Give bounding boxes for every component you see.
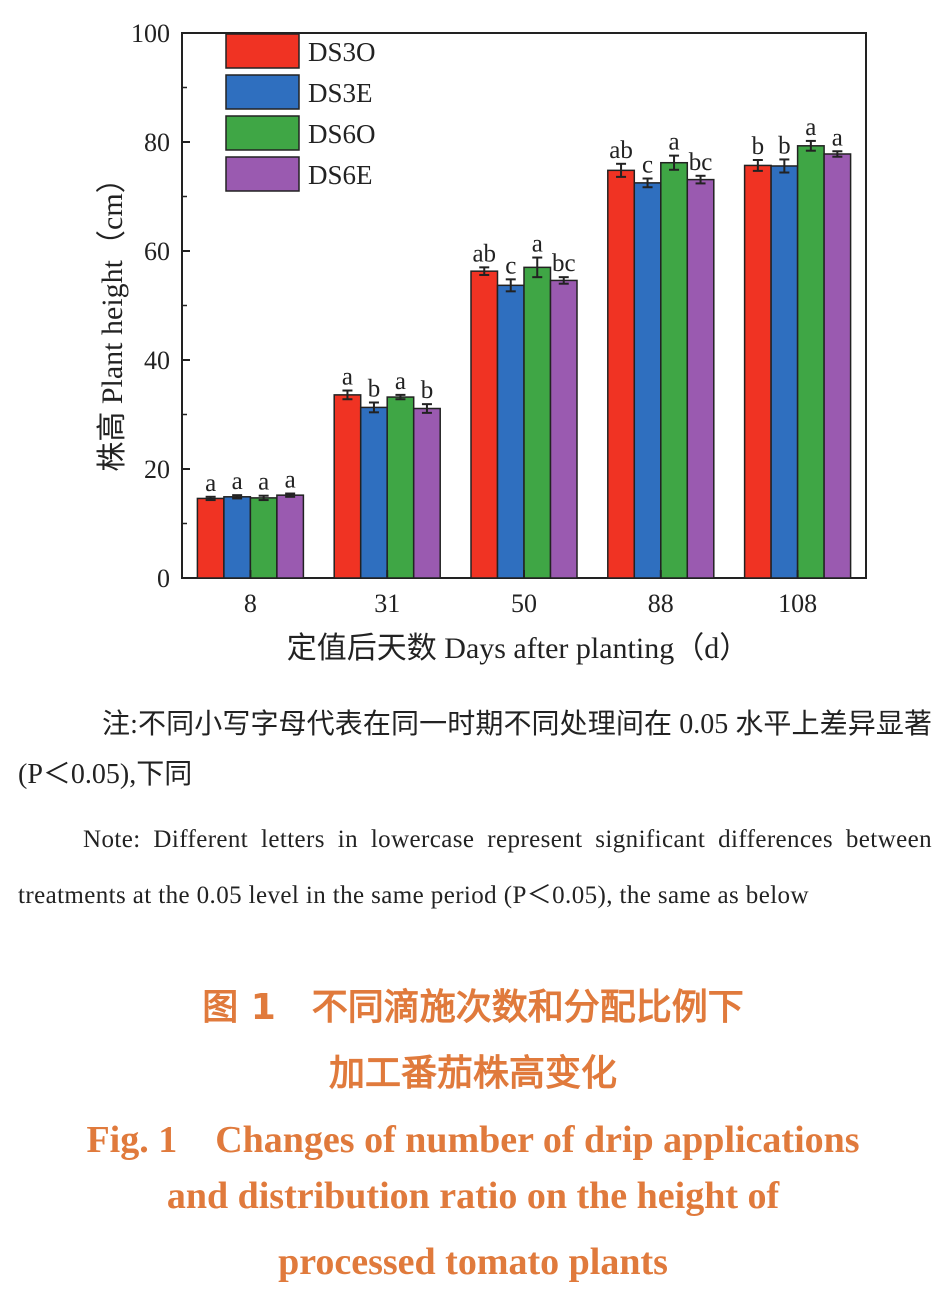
bar-ds3e-8	[223, 496, 252, 579]
bar-ds6e-50	[549, 279, 578, 579]
x-tick-label: 31	[374, 589, 400, 618]
bar-ds6o-50	[523, 266, 552, 579]
x-tick-label: 88	[648, 589, 674, 618]
x-tick-label: 8	[244, 589, 257, 618]
legend-swatch-ds3e	[225, 74, 300, 110]
significance-letter: b	[421, 377, 434, 404]
significance-letter: a	[285, 467, 296, 494]
significance-letter: c	[505, 252, 516, 279]
significance-letter: a	[832, 124, 843, 151]
significance-letter: a	[258, 469, 269, 496]
caption-english-line-3: processed tomato plants	[278, 1241, 668, 1283]
significance-letter: b	[778, 132, 791, 159]
y-tick-label: 40	[144, 346, 170, 375]
legend-swatch-ds6o	[225, 115, 300, 151]
bar-ds3o-50	[470, 270, 499, 579]
caption-english-line-2: and distribution ratio on the height of	[166, 1175, 780, 1217]
x-tick-label: 108	[778, 589, 817, 618]
y-tick-label: 20	[144, 455, 170, 484]
y-tick-label: 0	[157, 564, 170, 593]
y-axis-title: 株高 Plant height（cm）	[96, 163, 129, 471]
bar-ds6e-108	[823, 153, 852, 579]
significance-letter: a	[205, 470, 216, 497]
caption-chinese-line-1: 图 1 不同滴施次数和分配比例下	[202, 987, 744, 1028]
bar-ds3o-108	[743, 164, 772, 579]
bar-ds6e-8	[276, 494, 305, 579]
y-tick-label: 60	[144, 237, 170, 266]
bar-ds3e-88	[633, 182, 662, 579]
significance-letter: ab	[472, 240, 496, 267]
significance-letter: a	[342, 364, 353, 391]
y-tick-label: 80	[144, 128, 170, 157]
bar-ds3o-31	[333, 394, 362, 579]
x-axis-title: 定值后天数 Days after planting（d）	[287, 632, 749, 665]
bar-ds6e-88	[686, 178, 715, 579]
significance-letter: a	[395, 368, 406, 395]
legend-label-ds3o: DS3O	[308, 37, 376, 67]
bar-ds3o-88	[607, 169, 636, 579]
bar-ds6o-108	[796, 145, 825, 579]
legend-swatch-ds3o	[225, 33, 300, 69]
x-tick-label: 50	[511, 589, 537, 618]
bar-ds3e-108	[770, 165, 799, 579]
caption-chinese-line-2: 加工番茄株高变化	[328, 1053, 617, 1094]
legend-swatch-ds6e	[225, 156, 300, 192]
legend-label-ds6o: DS6O	[308, 119, 376, 149]
bar-ds6o-8	[249, 497, 278, 579]
y-tick-label: 100	[131, 19, 170, 48]
significance-letter: a	[232, 468, 243, 495]
legend-label-ds3e: DS3E	[308, 78, 373, 108]
bar-ds6o-88	[660, 161, 689, 579]
caption-english-line-1: Fig. 1 Changes of number of drip applica…	[86, 1119, 860, 1161]
legend-label-ds6e: DS6E	[308, 160, 373, 190]
significance-letter: b	[752, 133, 765, 160]
bar-ds6o-31	[386, 396, 415, 579]
bar-ds6e-31	[412, 407, 441, 579]
significance-letter: bc	[689, 149, 713, 176]
note-chinese: 注:不同小写字母代表在同一时期不同处理间在 0.05 水平上差异显著(P＜0.0…	[18, 709, 932, 790]
significance-letter: a	[805, 114, 816, 141]
significance-letter: a	[668, 129, 679, 156]
bar-ds3e-50	[496, 284, 525, 579]
bar-ds3o-8	[196, 497, 225, 579]
significance-letter: bc	[552, 250, 576, 277]
bar-ds3e-31	[359, 406, 388, 579]
significance-letter: c	[642, 152, 653, 179]
significance-letter: ab	[609, 137, 633, 164]
significance-letter: a	[532, 231, 543, 258]
note-english: Note: Different letters in lowercase rep…	[18, 826, 932, 909]
significance-letter: b	[368, 376, 381, 403]
